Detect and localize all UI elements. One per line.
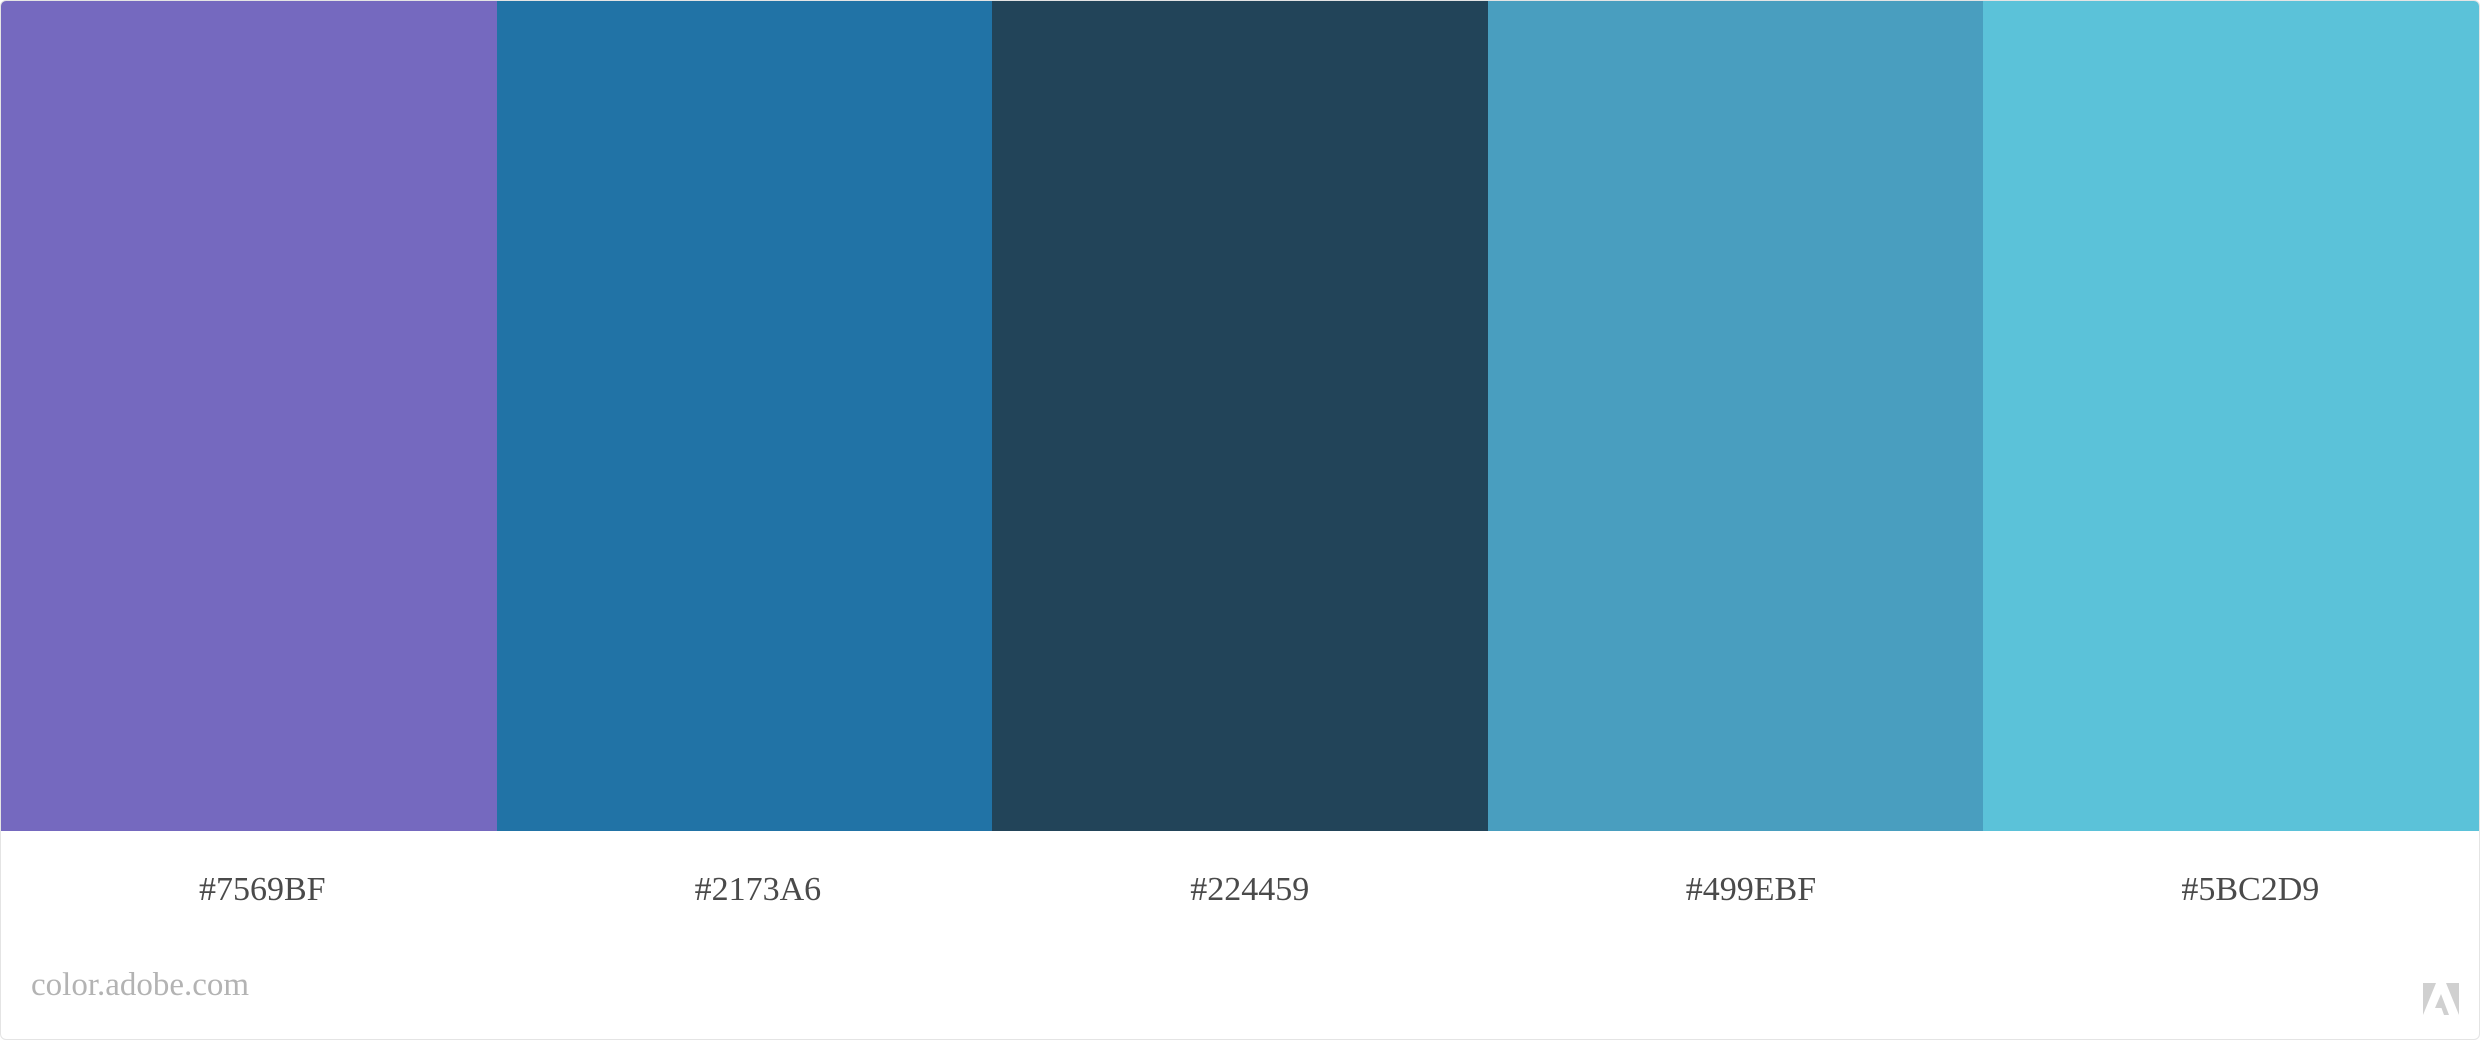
swatch-4[interactable]: [1487, 1, 1984, 831]
hex-label-5: #5BC2D9: [2181, 871, 2320, 908]
hex-label-1: #7569BF: [199, 871, 326, 908]
adobe-logo-icon: [2423, 983, 2459, 1015]
swatch-2[interactable]: [496, 1, 993, 831]
hex-label-4: #499EBF: [1685, 871, 1817, 908]
hex-label-2: #2173A6: [694, 871, 822, 908]
hex-label-row: #7569BF #2173A6 #224459 #499EBF #5BC2D9: [1, 831, 2479, 961]
swatch-3[interactable]: [992, 1, 1488, 831]
swatch-row: [1, 1, 2479, 831]
swatch-5[interactable]: [1983, 1, 2479, 831]
swatch-1[interactable]: [1, 1, 497, 831]
site-watermark: color.adobe.com: [31, 967, 250, 1003]
hex-label-3: #224459: [1190, 871, 1310, 908]
